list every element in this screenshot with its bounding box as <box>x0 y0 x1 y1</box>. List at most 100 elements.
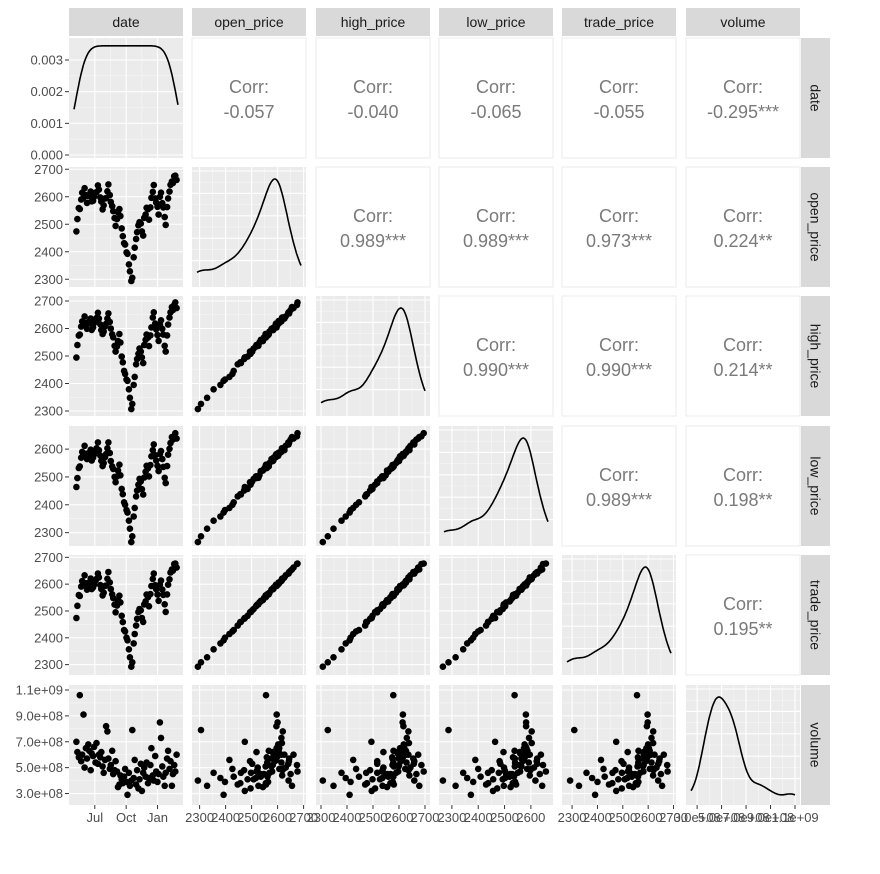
point <box>272 321 280 328</box>
point <box>73 228 80 235</box>
corr-panel-bg <box>438 295 554 417</box>
point <box>154 778 161 786</box>
point <box>411 757 418 765</box>
point <box>100 769 107 777</box>
point <box>273 711 281 718</box>
point <box>125 261 133 268</box>
point <box>643 752 651 760</box>
point <box>117 339 124 346</box>
point <box>452 782 459 790</box>
point <box>272 451 280 459</box>
point <box>147 761 154 769</box>
panel-open_price-volume: Corr: 0.224** <box>685 166 801 288</box>
point <box>405 728 412 735</box>
panel-low_price-high_price <box>316 426 430 546</box>
point <box>194 538 202 546</box>
point <box>138 485 146 493</box>
point <box>116 461 123 469</box>
point <box>125 386 133 393</box>
point <box>155 467 162 475</box>
point <box>172 299 179 306</box>
point <box>655 757 663 765</box>
x-tick-label-low_price: 2600 <box>516 810 545 825</box>
point <box>130 253 137 261</box>
strip-top-label-open_price: open_price <box>214 14 283 30</box>
point <box>651 751 658 758</box>
point <box>136 776 143 783</box>
point <box>129 400 136 408</box>
point <box>166 445 173 453</box>
y-tick-label-volume: 9.0e+08 <box>16 708 63 723</box>
point <box>149 314 157 321</box>
point <box>121 370 129 378</box>
point <box>324 726 332 734</box>
point <box>255 601 262 608</box>
point <box>148 744 155 752</box>
point <box>369 776 376 783</box>
y-tick-label-high_price: 2300 <box>34 404 63 419</box>
point <box>76 592 84 600</box>
point <box>463 774 471 782</box>
strip-top-open_price <box>192 8 306 36</box>
point <box>538 782 546 790</box>
point <box>373 479 381 487</box>
point <box>163 332 171 339</box>
point <box>119 359 127 366</box>
point <box>154 462 161 470</box>
point <box>489 787 497 795</box>
panel-date-low_price: Corr: -0.065 <box>438 37 554 159</box>
point <box>362 491 370 498</box>
point <box>439 777 447 784</box>
point <box>118 612 125 620</box>
point <box>518 763 525 770</box>
point <box>349 756 357 764</box>
point <box>145 603 153 610</box>
point <box>405 739 413 747</box>
point <box>399 747 406 755</box>
point <box>157 734 165 742</box>
point <box>166 576 173 583</box>
corr-label: Corr: <box>723 77 763 97</box>
point <box>274 719 281 726</box>
panel-high_price-volume: Corr: 0.214** <box>685 295 801 417</box>
point <box>420 768 428 775</box>
strip-top-date <box>69 8 183 36</box>
point <box>99 763 106 770</box>
y-tick-label-trade_price: 2700 <box>34 550 63 565</box>
point <box>116 592 123 599</box>
point <box>521 752 529 760</box>
point <box>500 782 508 790</box>
point <box>139 232 147 239</box>
point <box>83 755 91 762</box>
point <box>145 342 153 350</box>
panel-date-volume: Corr: -0.295*** <box>685 37 801 159</box>
point <box>119 490 127 498</box>
point <box>102 722 110 730</box>
point <box>161 474 168 482</box>
corr-value: 0.989*** <box>463 231 529 251</box>
point <box>516 748 524 756</box>
point <box>338 517 345 524</box>
point <box>634 773 642 780</box>
point <box>664 768 671 775</box>
point <box>234 781 241 788</box>
point <box>220 791 227 799</box>
point <box>112 478 119 486</box>
point <box>247 608 255 616</box>
x-tick-label-high_price: 2400 <box>333 810 362 825</box>
point <box>528 739 535 747</box>
point <box>105 755 112 762</box>
point <box>279 576 286 583</box>
point <box>229 765 236 773</box>
corr-label: Corr: <box>723 594 763 614</box>
point <box>609 769 616 777</box>
point <box>87 766 94 774</box>
point <box>600 765 607 773</box>
corr-panel-bg <box>685 425 801 547</box>
point <box>400 752 408 760</box>
point <box>287 770 294 778</box>
point <box>124 377 131 385</box>
x-tick-label-trade_price: 2300 <box>558 810 587 825</box>
point <box>107 761 115 769</box>
point <box>489 776 497 783</box>
